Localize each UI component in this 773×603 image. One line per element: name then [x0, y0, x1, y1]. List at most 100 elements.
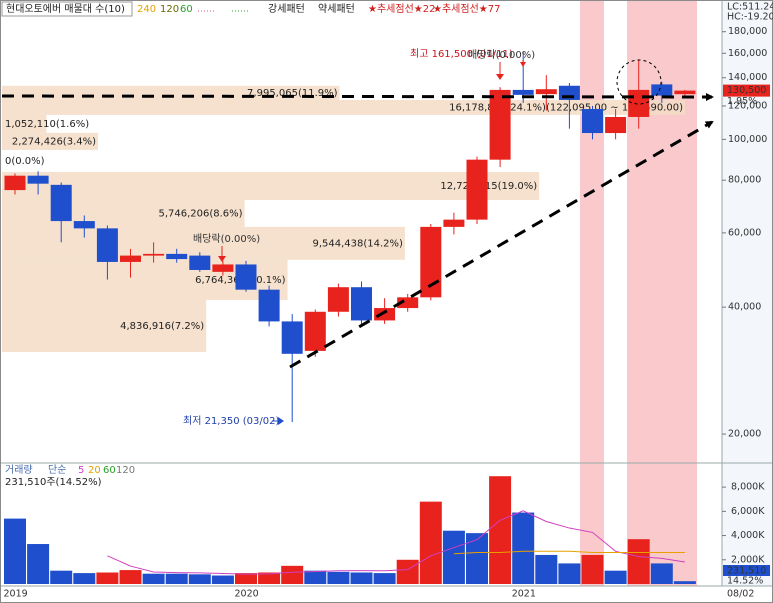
volume-profile-label: 12,724,415(19.0%): [440, 181, 537, 192]
candle-body: [281, 321, 303, 354]
candle-body: [535, 89, 557, 95]
volume-ma-line: [107, 510, 685, 575]
volume-profile-band: [2, 99, 685, 115]
volume-profile-band: [2, 299, 207, 353]
arrow-head: [496, 74, 504, 80]
volume-bar: [350, 572, 373, 584]
x-tick-label: 2021: [512, 589, 536, 600]
candle-body: [143, 253, 165, 256]
volume-bar: [466, 533, 488, 584]
volume-profile-value: 7,995,065(11.9%): [247, 88, 338, 99]
volume-title: 거래량: [5, 464, 33, 476]
volume-bar: [27, 544, 50, 584]
volume-last-box: [723, 565, 770, 576]
volume-profile-value: 2,274,426(3.4%): [12, 136, 96, 147]
volume-profile-value: 5,746,206(8.6%): [158, 208, 242, 219]
candle-body: [512, 89, 534, 95]
volume-profile-value: 1,052,110(1.6%): [5, 119, 89, 130]
candle-body: [50, 184, 72, 222]
y-tick-label: 180,000: [728, 26, 767, 37]
lc-label: LC:511.24: [727, 2, 773, 13]
volume-bar: [535, 554, 558, 584]
candle-body: [4, 175, 26, 191]
volume-last-value: 231,510: [727, 566, 766, 577]
volume-profile-band: [2, 200, 245, 227]
volume-ma-label: 단순: [48, 464, 66, 476]
volume-bar: [211, 575, 234, 584]
candle-body: [674, 90, 696, 95]
y-tick-label: 4,000K: [731, 530, 765, 541]
volume-bar: [188, 574, 211, 584]
candle-body: [235, 264, 257, 290]
volume-profile-label: 9,544,438(14.2%): [312, 238, 403, 249]
signal-label: ★추세점선★22: [368, 3, 435, 15]
last-price-box: [723, 84, 770, 97]
volume-bar: [442, 530, 465, 584]
y-tick-label: 60,000: [728, 227, 761, 238]
candle-body: [120, 255, 141, 262]
volume-ma-legend: 60: [103, 465, 116, 476]
high-annotation: 최고 161,500 (01/11): [410, 48, 513, 60]
end-date: 08/02: [727, 589, 754, 600]
candle-body: [397, 297, 419, 309]
highlight-circle: [616, 59, 662, 105]
candle-body: [420, 226, 442, 298]
volume-bar: [119, 570, 142, 584]
candle-body: [351, 287, 372, 321]
candle-body: [466, 159, 488, 220]
candle-body: [628, 89, 650, 117]
volume-bar: [373, 573, 396, 584]
volume-bar: [581, 554, 604, 584]
y-tick-label: 100,000: [728, 134, 767, 145]
volume-profile-label: 1,052,110(1.6%): [5, 119, 89, 130]
volume-profile-band: [2, 171, 540, 201]
volume-ma-line: [453, 550, 685, 555]
candle-body: [166, 253, 188, 260]
volume-bar: [165, 573, 188, 584]
volume-bar: [96, 572, 119, 584]
candle-body: [304, 311, 326, 351]
candle-body: [327, 287, 349, 312]
y-tick-label: 140,000: [728, 72, 767, 83]
candle-body: [443, 219, 465, 227]
chart-title: 현대오토에버 매물대 수(10): [6, 3, 125, 15]
volume-bar: [650, 563, 673, 584]
volume-bar: [327, 571, 350, 584]
volume-ma-legend: 5: [78, 465, 84, 476]
volume-bar: [50, 570, 73, 584]
x-tick-label: 2020: [235, 589, 259, 600]
y-tick-label: 160,000: [728, 48, 767, 59]
low-annotation: 최저 21,350 (03/02): [183, 415, 279, 427]
volume-bar: [396, 559, 419, 584]
candle-body: [73, 221, 95, 229]
volume-bar: [281, 565, 304, 584]
arrow-head: [278, 417, 284, 425]
candle-body: [258, 289, 280, 322]
x-tick-label: 2019: [4, 589, 28, 600]
ex-dividend-annotation: 배당락(0.00%): [193, 233, 260, 245]
volume-bar: [627, 539, 650, 584]
pattern-label: 약세패턴: [318, 3, 355, 15]
candle-body: [374, 308, 396, 321]
candle-body: [27, 175, 49, 184]
volume-last-label: 231,510주(14.52%): [5, 477, 102, 488]
title-box: [1, 1, 133, 17]
pattern-label: 강세패턴: [268, 3, 305, 15]
volume-last-change: 14.52%: [727, 576, 763, 587]
signal-label: ★추세점선★77: [433, 3, 500, 15]
candle-body: [605, 116, 627, 134]
volume-profile-label: 7,995,065(11.9%): [247, 88, 338, 99]
volume-bar: [489, 476, 512, 584]
candle-body: [212, 264, 234, 272]
signal-zone: [580, 1, 604, 586]
trend-line: [1, 92, 714, 101]
candle-body: [489, 89, 511, 160]
y-tick-label: 40,000: [728, 302, 761, 313]
y-tick-label: 120,000: [728, 100, 767, 111]
volume-profile-range: (122,095.00 ~ 138,590.00): [546, 102, 683, 113]
volume-bar: [419, 501, 442, 584]
y-tick-label: 6,000K: [731, 506, 765, 517]
volume-profile-label: 2,274,426(3.4%): [12, 136, 96, 147]
